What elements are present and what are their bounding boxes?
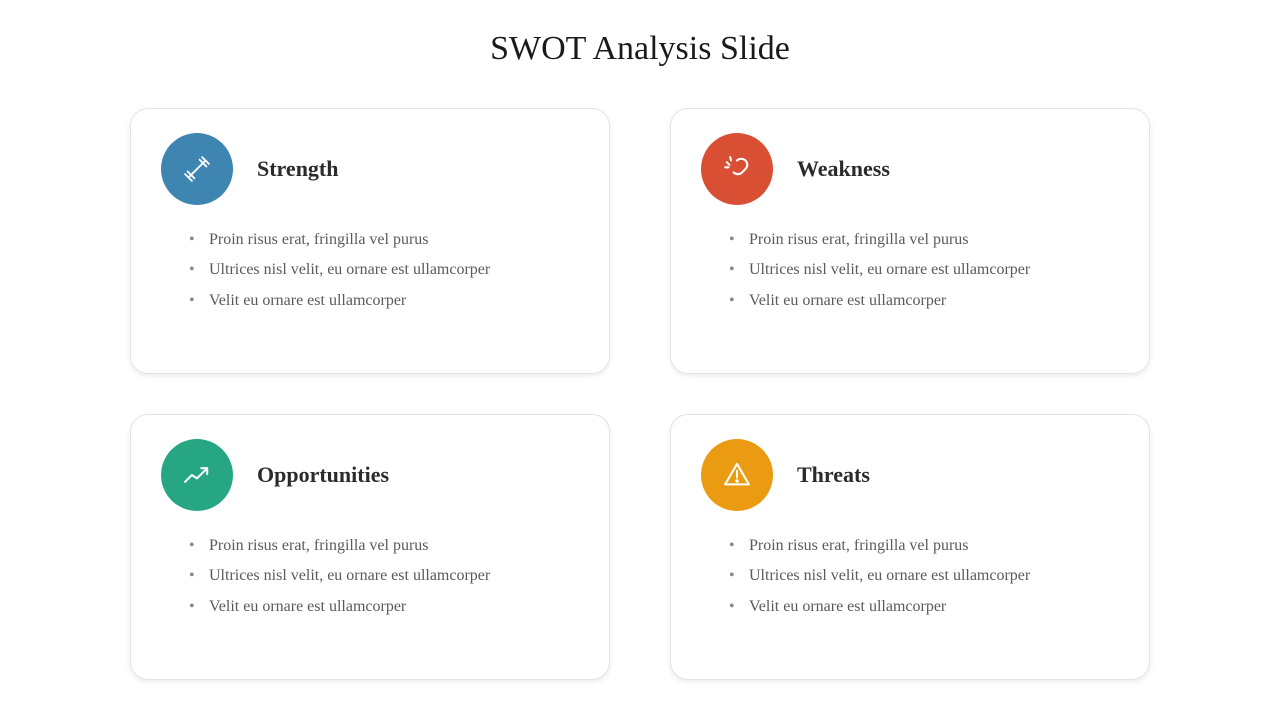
card-title-opportunities: Opportunities	[257, 462, 389, 488]
card-threats: Threats Proin risus erat, fringilla vel …	[670, 414, 1150, 680]
bullet-item: Ultrices nisl velit, eu ornare est ullam…	[749, 255, 1119, 285]
bullet-item: Proin risus erat, fringilla vel purus	[209, 531, 579, 561]
bullet-item: Velit eu ornare est ullamcorper	[209, 592, 579, 622]
card-header: Threats	[701, 439, 1119, 511]
bullet-list: Proin risus erat, fringilla vel purus Ul…	[701, 531, 1119, 622]
bullet-item: Proin risus erat, fringilla vel purus	[749, 531, 1119, 561]
swot-slide: SWOT Analysis Slide Strength Proin risus…	[0, 0, 1280, 720]
card-header: Opportunities	[161, 439, 579, 511]
card-opportunities: Opportunities Proin risus erat, fringill…	[130, 414, 610, 680]
bullet-list: Proin risus erat, fringilla vel purus Ul…	[161, 531, 579, 622]
bullet-item: Ultrices nisl velit, eu ornare est ullam…	[209, 255, 579, 285]
bullet-item: Proin risus erat, fringilla vel purus	[209, 225, 579, 255]
bullet-item: Ultrices nisl velit, eu ornare est ullam…	[209, 561, 579, 591]
trend-up-icon	[161, 439, 233, 511]
bullet-item: Velit eu ornare est ullamcorper	[209, 286, 579, 316]
card-weakness: Weakness Proin risus erat, fringilla vel…	[670, 108, 1150, 374]
card-title-threats: Threats	[797, 462, 870, 488]
slide-title: SWOT Analysis Slide	[60, 30, 1220, 68]
card-header: Weakness	[701, 133, 1119, 205]
dumbbell-icon	[161, 133, 233, 205]
bullet-list: Proin risus erat, fringilla vel purus Ul…	[701, 225, 1119, 316]
bullet-list: Proin risus erat, fringilla vel purus Ul…	[161, 225, 579, 316]
card-strength: Strength Proin risus erat, fringilla vel…	[130, 108, 610, 374]
card-title-weakness: Weakness	[797, 156, 890, 182]
card-header: Strength	[161, 133, 579, 205]
bullet-item: Velit eu ornare est ullamcorper	[749, 286, 1119, 316]
warning-icon	[701, 439, 773, 511]
swot-grid: Strength Proin risus erat, fringilla vel…	[60, 108, 1220, 680]
bullet-item: Velit eu ornare est ullamcorper	[749, 592, 1119, 622]
broken-link-icon	[701, 133, 773, 205]
card-title-strength: Strength	[257, 156, 339, 182]
bullet-item: Proin risus erat, fringilla vel purus	[749, 225, 1119, 255]
bullet-item: Ultrices nisl velit, eu ornare est ullam…	[749, 561, 1119, 591]
